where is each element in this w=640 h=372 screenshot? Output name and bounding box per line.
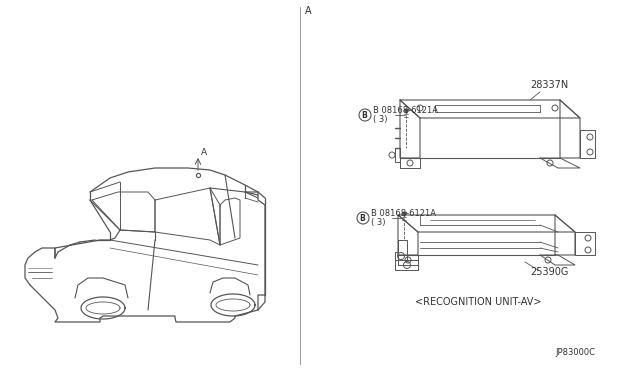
Text: ( 3): ( 3): [371, 218, 385, 227]
Text: <RECOGNITION UNIT-AV>: <RECOGNITION UNIT-AV>: [415, 297, 541, 307]
Text: 25390G: 25390G: [530, 267, 568, 277]
Text: A: A: [201, 148, 207, 157]
Text: JP83000C: JP83000C: [555, 348, 595, 357]
Text: B 08168-6121A: B 08168-6121A: [371, 209, 436, 218]
Text: B: B: [360, 214, 365, 223]
Text: B 08168-6121A: B 08168-6121A: [373, 106, 438, 115]
Text: ( 3): ( 3): [373, 115, 387, 124]
Text: B: B: [362, 111, 367, 120]
Text: A: A: [305, 6, 312, 16]
Text: 28337N: 28337N: [530, 80, 568, 90]
